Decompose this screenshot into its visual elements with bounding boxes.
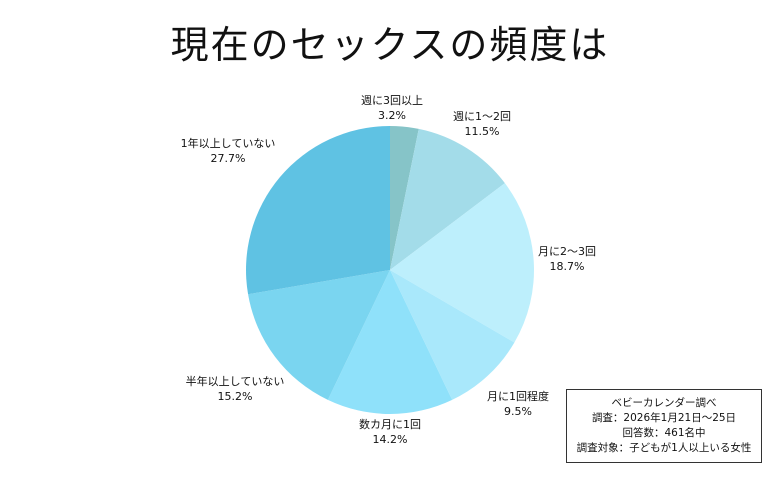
pie-slice xyxy=(248,270,390,400)
source-line: 回答数：461名中 xyxy=(622,427,706,439)
slice-category-label: 半年以上していない xyxy=(186,374,285,388)
slice-value-label: 9.5% xyxy=(504,405,532,418)
slice-category-label: 数カ月に1回 xyxy=(359,418,421,431)
source-note: ベビーカレンダー調べ 調査：2026年1月21日～25日 回答数：461名中 調… xyxy=(566,389,762,463)
pie-slices xyxy=(246,125,534,415)
slice-value-label: 14.2% xyxy=(373,433,408,446)
pie-slice xyxy=(390,183,534,343)
chart-title: 現在のセックスの頻度は xyxy=(170,23,610,67)
slice-category-label: 週に3回以上 xyxy=(361,94,423,107)
pie-slice xyxy=(390,270,515,400)
pie-slice xyxy=(327,270,453,415)
source-line: ベビーカレンダー調べ xyxy=(611,397,717,409)
pie-slice xyxy=(246,126,390,295)
slice-category-label: 1年以上していない xyxy=(181,136,276,150)
slice-value-label: 3.2% xyxy=(378,109,406,122)
slice-category-label: 週に1～2回 xyxy=(453,110,511,123)
source-line: 調査：2026年1月21日～25日 xyxy=(591,412,737,424)
slice-category-label: 月に2～3回 xyxy=(538,245,596,258)
source-line: 調査対象：子どもが1人以上いる女性 xyxy=(576,442,752,454)
pie-slice xyxy=(390,125,419,270)
pie-labels: 週に3回以上 3.2% 週に1～2回 11.5% 月に2～3回 18.7% 月に1回程度 9.… xyxy=(181,94,596,446)
slice-value-label: 27.7% xyxy=(211,152,246,165)
pie-slice xyxy=(390,128,505,270)
slice-value-label: 18.7% xyxy=(550,260,585,273)
slice-value-label: 15.2% xyxy=(218,390,253,403)
slice-value-label: 11.5% xyxy=(465,125,500,138)
slice-category-label: 月に1回程度 xyxy=(487,389,549,403)
